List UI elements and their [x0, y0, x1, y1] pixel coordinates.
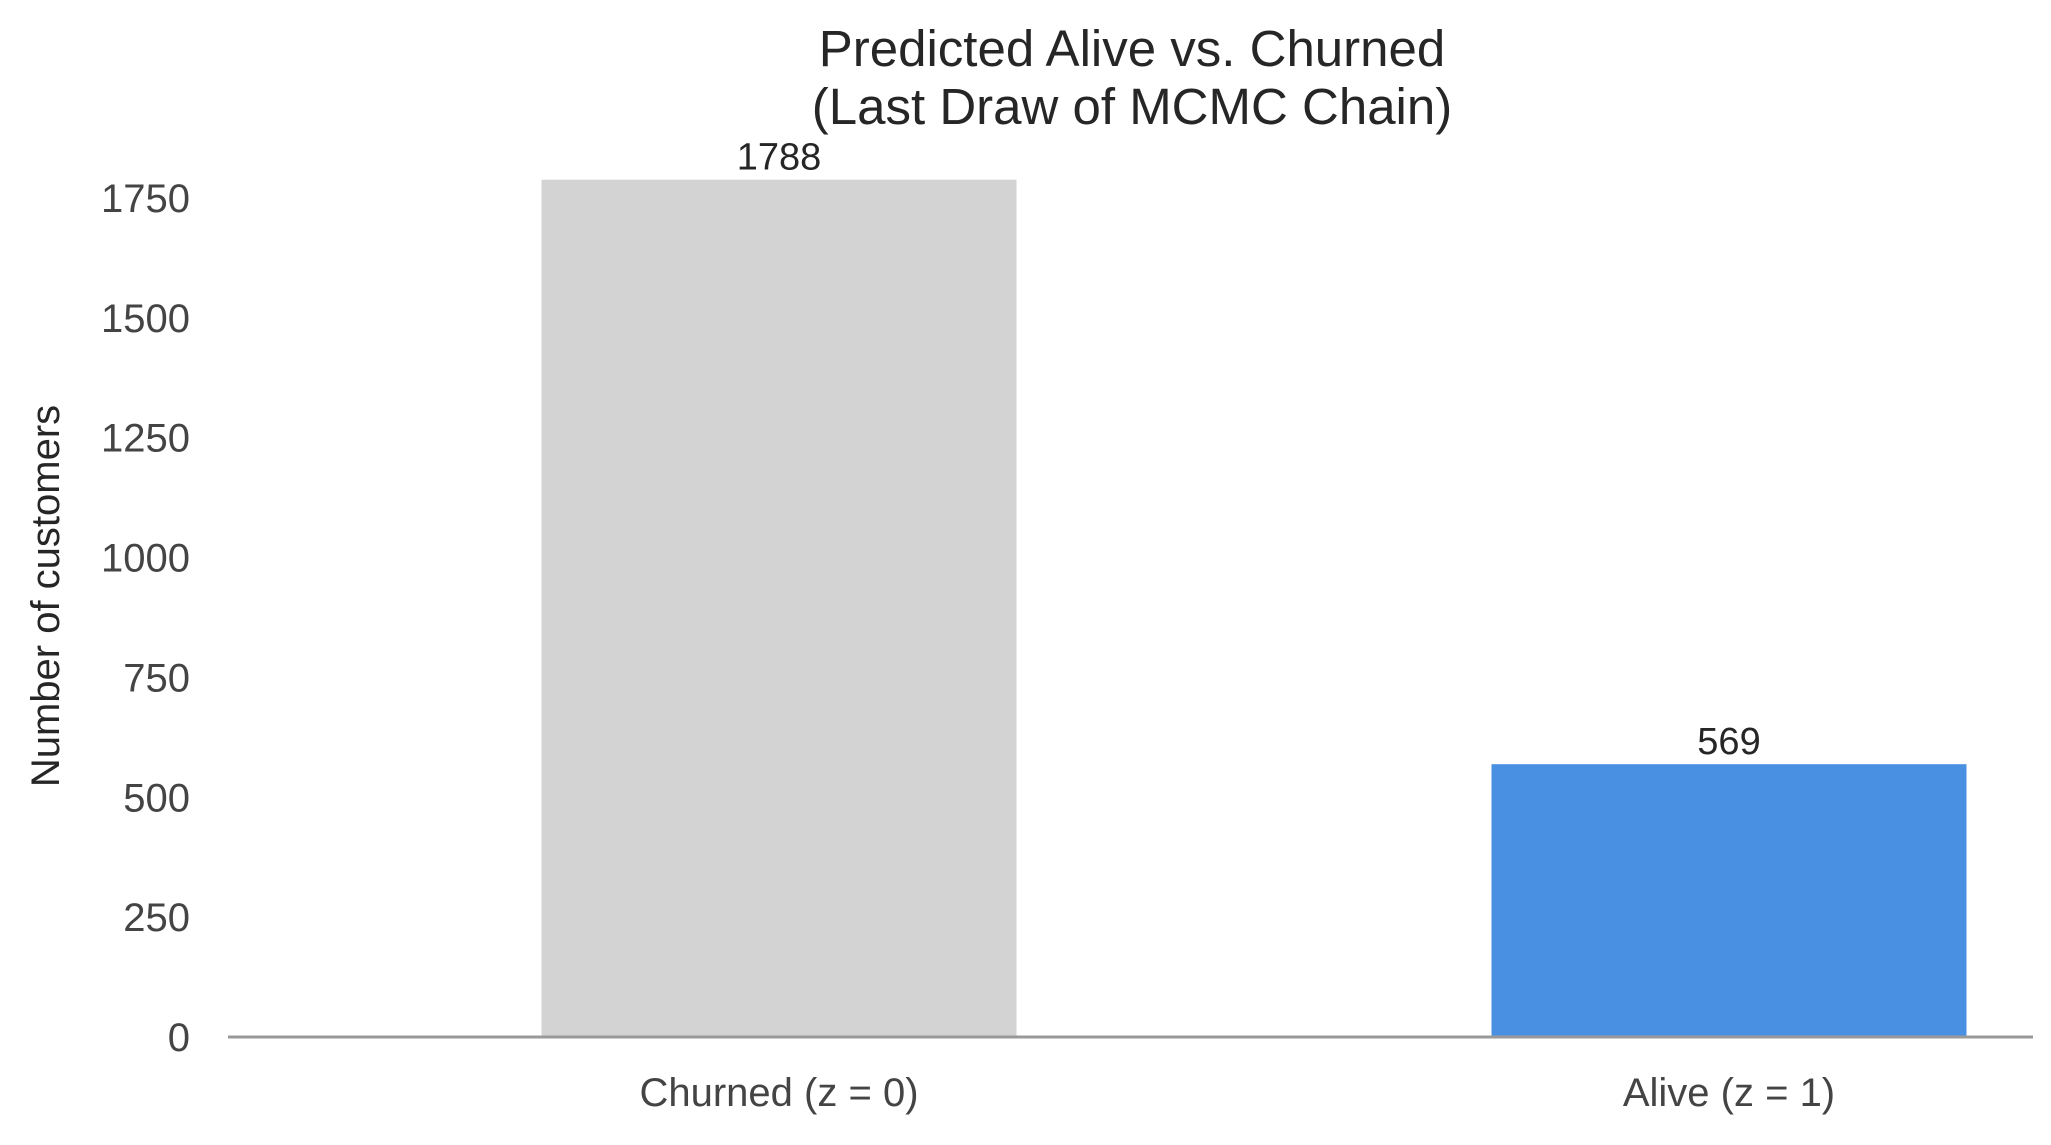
- chart-title-line-1: Predicted Alive vs. Churned: [819, 20, 1446, 77]
- x-tick-label: Churned (z = 0): [639, 1071, 918, 1115]
- y-tick-label: 1250: [101, 417, 190, 461]
- x-tick-label: Alive (z = 1): [1623, 1071, 1835, 1115]
- bar-value-label: 1788: [737, 137, 822, 179]
- y-tick-label: 1500: [101, 297, 190, 341]
- bar: [541, 179, 1017, 1037]
- y-tick-label: 1000: [101, 537, 190, 581]
- bar-value-label: 569: [1697, 721, 1760, 763]
- y-tick-label: 250: [123, 896, 190, 940]
- chart-title-line-2: (Last Draw of MCMC Chain): [812, 78, 1452, 135]
- y-tick-label: 0: [168, 1016, 190, 1060]
- y-tick-label: 750: [123, 656, 190, 700]
- y-tick-label: 500: [123, 776, 190, 820]
- y-tick-label: 1750: [101, 177, 190, 221]
- bar: [1491, 764, 1967, 1037]
- y-axis-label: Number of customers: [24, 405, 68, 787]
